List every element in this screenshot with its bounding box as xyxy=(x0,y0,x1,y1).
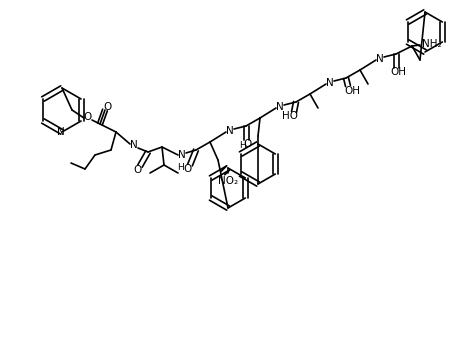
Text: H: H xyxy=(178,163,185,172)
Text: N: N xyxy=(376,54,384,64)
Text: N: N xyxy=(226,126,234,136)
Text: NH₂: NH₂ xyxy=(422,39,442,49)
Text: N: N xyxy=(57,127,65,137)
Text: N: N xyxy=(130,140,138,150)
Text: N: N xyxy=(178,150,186,160)
Text: OH: OH xyxy=(344,86,360,96)
Text: N: N xyxy=(326,78,334,88)
Text: O: O xyxy=(84,112,92,122)
Text: OH: OH xyxy=(390,67,406,77)
Text: O: O xyxy=(103,102,111,112)
Text: HO: HO xyxy=(282,111,298,121)
Text: N: N xyxy=(276,102,284,112)
Text: NO₂: NO₂ xyxy=(218,176,238,186)
Text: O: O xyxy=(133,165,141,175)
Text: O: O xyxy=(244,139,252,149)
Text: H: H xyxy=(239,141,246,150)
Text: O: O xyxy=(184,164,192,174)
